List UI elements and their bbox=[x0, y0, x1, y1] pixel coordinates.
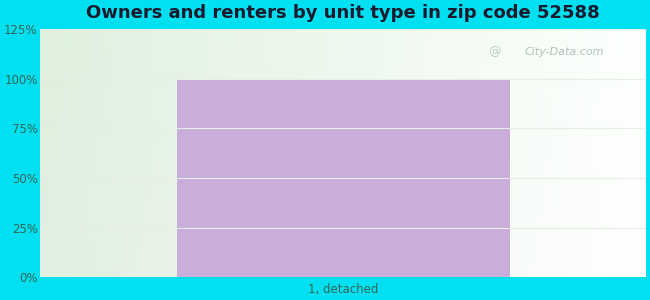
Text: City-Data.com: City-Data.com bbox=[525, 46, 605, 57]
Text: @: @ bbox=[488, 45, 500, 58]
Title: Owners and renters by unit type in zip code 52588: Owners and renters by unit type in zip c… bbox=[86, 4, 600, 22]
Bar bbox=[177, 79, 510, 277]
